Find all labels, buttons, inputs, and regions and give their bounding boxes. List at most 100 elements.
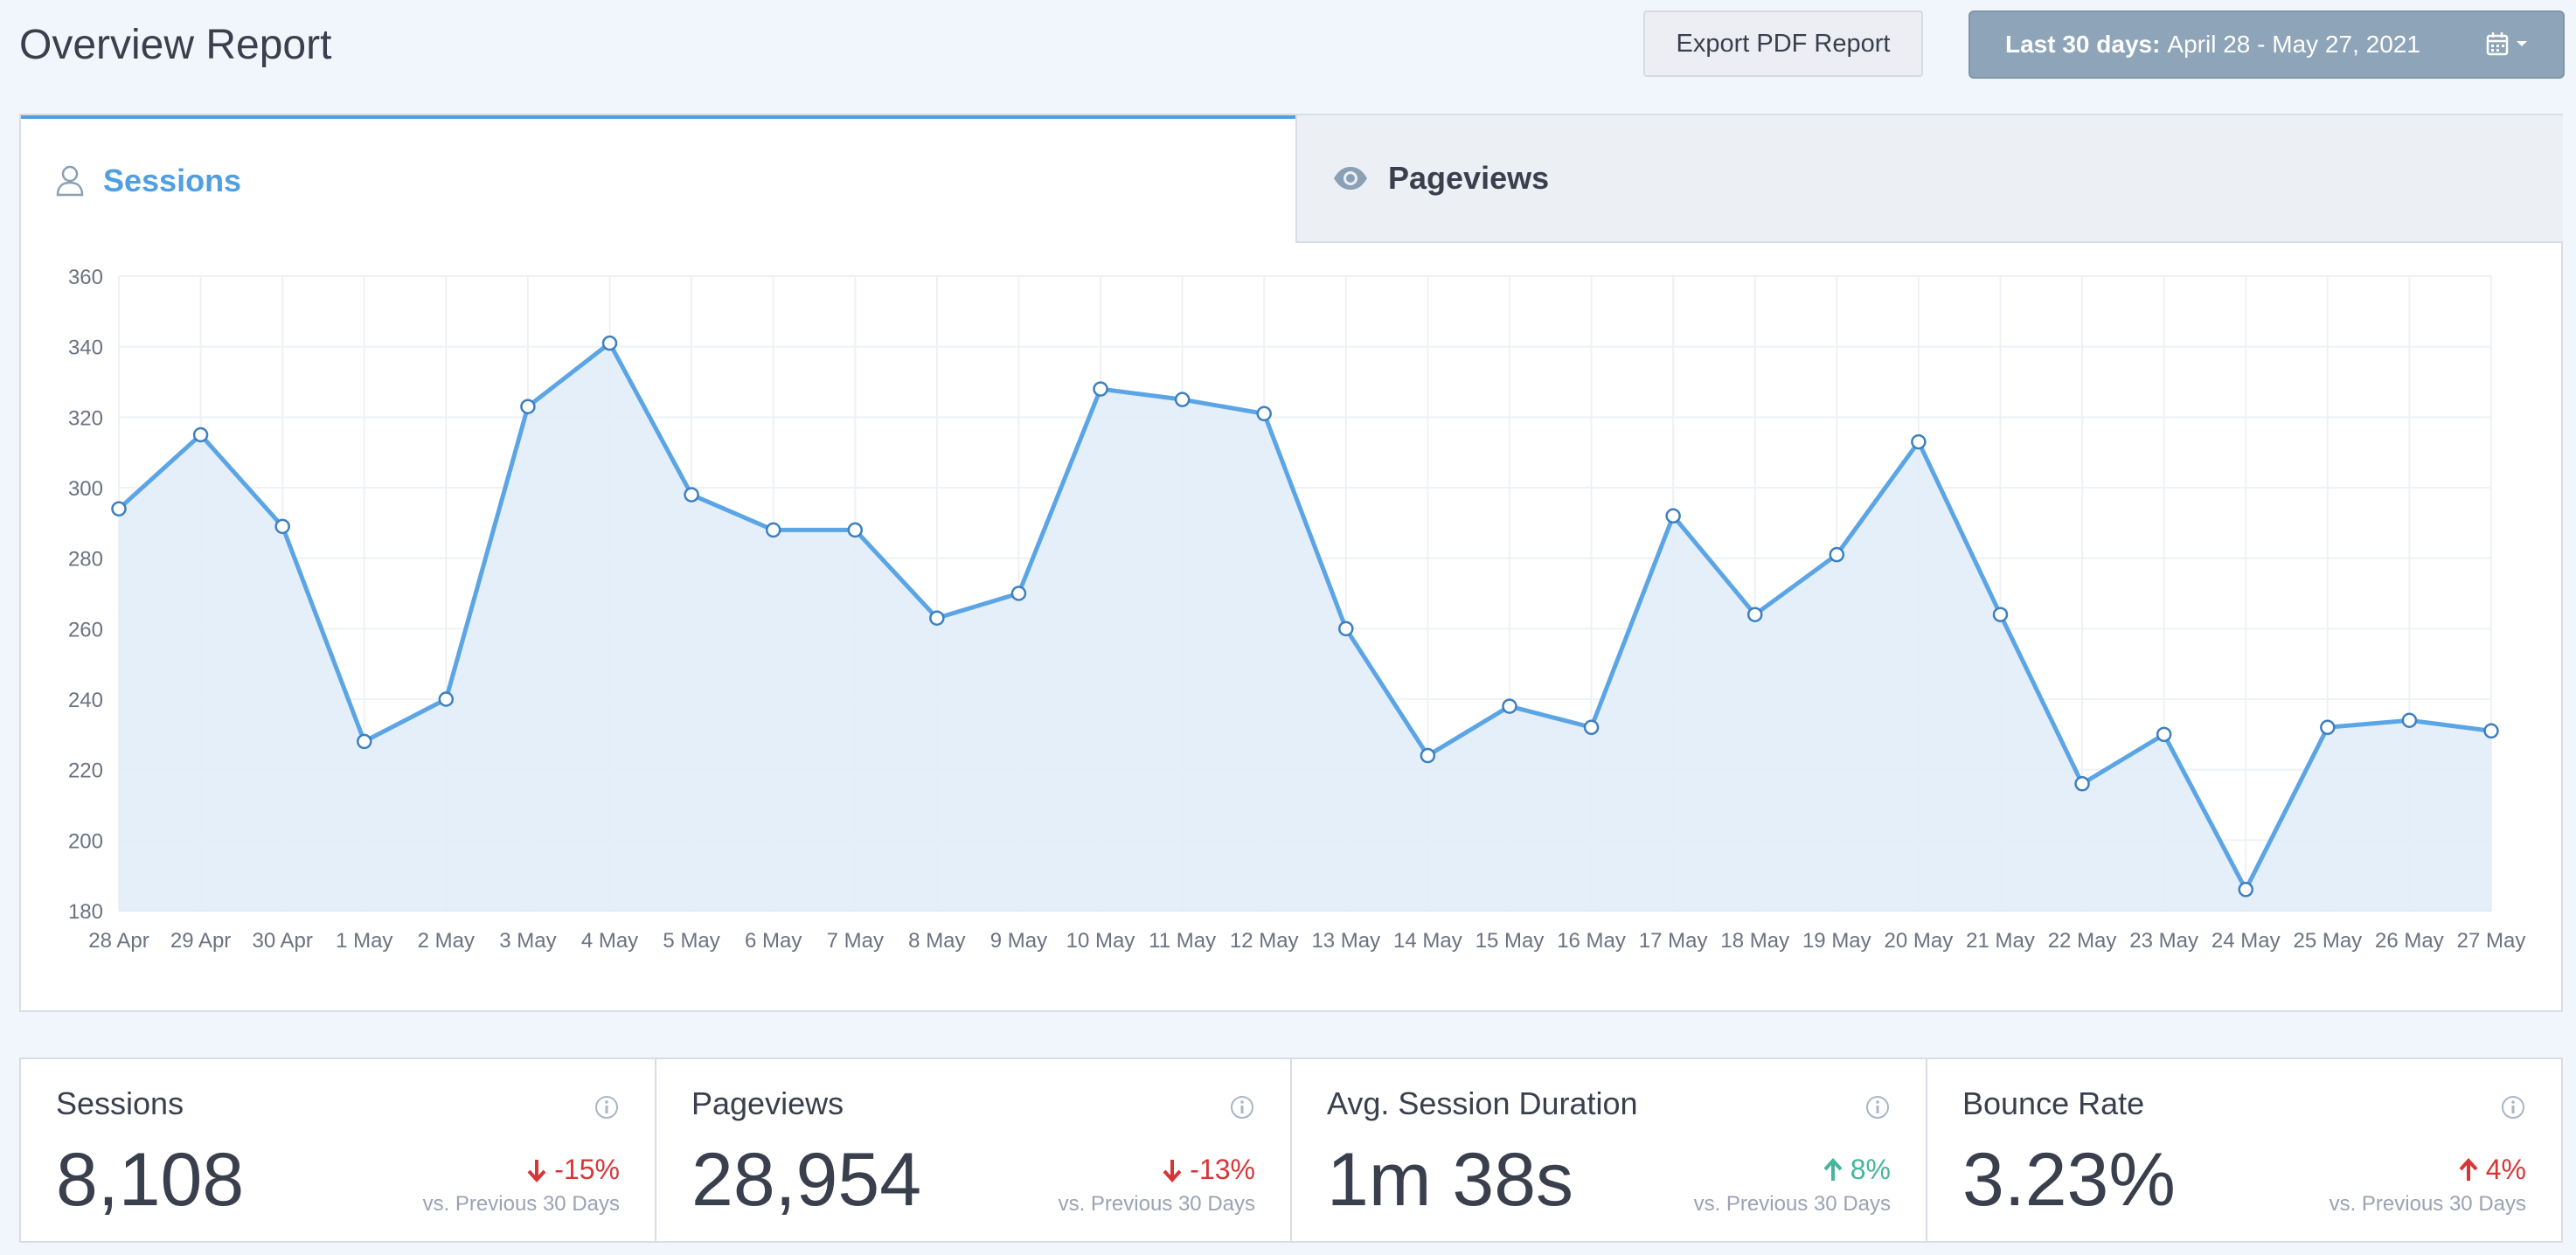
info-icon[interactable]	[1229, 1094, 1255, 1120]
page-title: Overview Report	[19, 22, 332, 68]
x-tick-label: 11 May	[1149, 929, 1216, 953]
data-point	[765, 522, 781, 538]
x-tick-label: 30 Apr	[252, 929, 312, 953]
x-tick-label: 1 May	[336, 929, 392, 953]
stats-row: Sessions 8,108 -15% vs. Previous 30 Days…	[19, 1057, 2563, 1243]
info-icon[interactable]	[2500, 1094, 2526, 1120]
y-tick-label: 280	[68, 548, 103, 572]
data-point	[520, 399, 536, 414]
export-pdf-button[interactable]: Export PDF Report	[1643, 10, 1923, 77]
stat-label: Sessions	[56, 1085, 184, 1121]
x-tick-label: 19 May	[1802, 929, 1871, 953]
x-tick-label: 20 May	[1885, 929, 1954, 953]
x-tick-label: 2 May	[418, 929, 475, 953]
x-tick-label: 6 May	[745, 929, 802, 953]
x-tick-label: 28 Apr	[88, 929, 149, 953]
stat-change: 8%	[1823, 1154, 1891, 1186]
x-tick-label: 27 May	[2457, 929, 2526, 953]
y-tick-label: 220	[68, 759, 103, 783]
series-line	[117, 341, 2492, 892]
data-point	[438, 691, 455, 707]
x-tick-label: 9 May	[990, 929, 1047, 953]
data-point	[2483, 723, 2499, 739]
stat-change: -13%	[1162, 1154, 1255, 1186]
x-tick-label: 16 May	[1557, 929, 1626, 953]
stat-label: Pageviews	[691, 1085, 844, 1121]
data-point	[1420, 747, 1436, 764]
stat-compare: vs. Previous 30 Days	[422, 1192, 620, 1216]
arrow-up-icon	[2459, 1157, 2478, 1181]
stat-compare: vs. Previous 30 Days	[1693, 1192, 1891, 1216]
chart-card: Sessions Pageviews 180 200 220 240 260 280 300…	[19, 114, 2563, 1012]
stat-value: 1m 38s	[1327, 1138, 1574, 1222]
data-point	[357, 733, 372, 750]
x-tick-label: 18 May	[1720, 929, 1789, 953]
x-tick-label: 10 May	[1066, 929, 1135, 953]
date-range-value: April 28 - May 27, 2021	[2167, 31, 2420, 58]
x-tick-label: 8 May	[908, 929, 965, 953]
x-tick-label: 17 May	[1639, 929, 1708, 953]
tab-sessions[interactable]: Sessions	[21, 115, 1295, 243]
x-tick-label: 25 May	[2293, 929, 2362, 953]
tab-pageviews[interactable]: Pageviews	[1295, 115, 2563, 243]
data-point	[601, 335, 618, 351]
eye-icon	[1334, 167, 1367, 190]
x-tick-label: 21 May	[1966, 929, 2035, 953]
data-point	[1174, 392, 1191, 407]
x-tick-label: 13 May	[1311, 929, 1380, 953]
x-tick-label: 29 Apr	[170, 929, 231, 953]
data-point	[1010, 586, 1027, 601]
data-point	[929, 610, 945, 626]
stat-label: Bounce Rate	[1962, 1085, 2145, 1121]
stat-change: 4%	[2458, 1154, 2526, 1186]
y-tick-label: 300	[68, 477, 103, 501]
stat-value: 3.23%	[1962, 1138, 2176, 1222]
x-tick-label: 12 May	[1230, 929, 1299, 953]
data-point	[1256, 406, 1272, 422]
date-range-picker[interactable]: Last 30 days: April 28 - May 27, 2021	[1968, 10, 2565, 79]
stat-bounce-rate: Bounce Rate 3.23% 4% vs. Previous 30 Day…	[1927, 1059, 2561, 1241]
x-tick-label: 23 May	[2129, 929, 2198, 953]
data-point	[847, 522, 864, 538]
data-point	[2238, 882, 2253, 898]
data-point	[1911, 433, 1927, 450]
y-tick-label: 320	[68, 406, 103, 430]
x-tick-label: 14 May	[1393, 929, 1462, 953]
info-icon[interactable]	[594, 1094, 620, 1120]
x-tick-label: 4 May	[581, 929, 638, 953]
data-point	[2320, 719, 2336, 736]
stat-label: Avg. Session Duration	[1327, 1085, 1638, 1121]
y-tick-label: 260	[68, 618, 103, 641]
stat-sessions: Sessions 8,108 -15% vs. Previous 30 Days	[21, 1059, 656, 1241]
y-tick-label: 360	[68, 266, 103, 289]
calendar-icon	[2486, 32, 2509, 56]
user-icon	[56, 165, 84, 197]
tab-pageviews-label: Pageviews	[1388, 160, 1550, 196]
data-point	[1746, 607, 1763, 622]
x-tick-label: 26 May	[2375, 929, 2444, 953]
data-point	[1992, 607, 2009, 622]
sessions-chart: 180 200 220 240 260 280 300 320 340 360 28 Apr 29 A…	[68, 266, 2526, 953]
info-icon[interactable]	[1864, 1094, 1891, 1120]
y-tick-label: 240	[68, 689, 103, 712]
x-tick-label: 7 May	[827, 929, 884, 953]
stat-compare: vs. Previous 30 Days	[2329, 1192, 2526, 1216]
series-area	[119, 343, 2491, 912]
stat-value: 28,954	[691, 1138, 922, 1222]
x-tick-label: 24 May	[2211, 929, 2281, 953]
y-tick-label: 340	[68, 336, 103, 360]
arrow-down-icon	[1163, 1159, 1182, 1182]
y-tick-label: 180	[68, 900, 103, 924]
data-point	[274, 518, 290, 535]
y-tick-label: 200	[68, 829, 103, 853]
stat-pageviews: Pageviews 28,954 -13% vs. Previous 30 Da…	[656, 1059, 1292, 1241]
data-point	[1093, 381, 1108, 397]
data-point	[1829, 546, 1845, 563]
data-point	[111, 501, 127, 517]
arrow-down-icon	[527, 1159, 546, 1182]
data-point	[192, 426, 209, 443]
x-tick-label: 5 May	[663, 929, 719, 953]
arrow-up-icon	[1823, 1157, 1843, 1181]
tab-sessions-label: Sessions	[103, 163, 242, 198]
stat-change: -15%	[526, 1154, 620, 1186]
